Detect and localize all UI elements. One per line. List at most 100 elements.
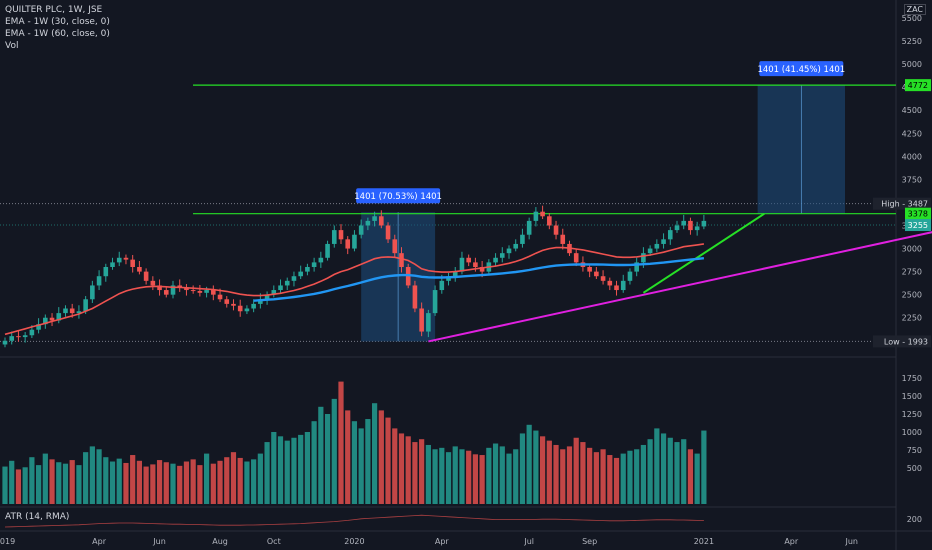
candle-body bbox=[540, 211, 545, 217]
volume-bar bbox=[546, 440, 552, 504]
volume-tick-label: 500 bbox=[907, 464, 922, 473]
measure-badge bbox=[759, 61, 844, 77]
candle-body bbox=[432, 290, 438, 314]
candle-body bbox=[237, 305, 243, 312]
candle-body bbox=[399, 253, 404, 267]
volume-bar bbox=[593, 452, 599, 504]
volume-tick-label: 1500 bbox=[902, 392, 922, 401]
candle-body bbox=[681, 220, 687, 226]
price-tick-label: 3000 bbox=[902, 245, 922, 254]
symbol-title: QUILTER PLC, 1W, JSE bbox=[5, 5, 103, 15]
ema30-legend: EMA - 1W (30, close, 0) bbox=[5, 17, 110, 27]
time-tick-label: 2019 bbox=[0, 537, 15, 546]
candle-body bbox=[439, 280, 445, 291]
candle-body bbox=[22, 335, 28, 338]
volume-bar bbox=[640, 444, 646, 504]
volume-bar bbox=[190, 459, 196, 504]
rising-trend-line bbox=[642, 212, 765, 294]
candle-body bbox=[325, 243, 330, 258]
time-tick-label: Aug bbox=[212, 537, 228, 546]
candle-body bbox=[137, 267, 142, 272]
candle-body bbox=[291, 276, 297, 281]
volume-bar bbox=[472, 454, 478, 504]
candle-body bbox=[278, 285, 283, 291]
volume-bar bbox=[566, 446, 573, 504]
volume-bar bbox=[654, 428, 660, 504]
candle-body bbox=[594, 271, 599, 277]
candle-body bbox=[163, 290, 169, 295]
volume-bar bbox=[540, 436, 546, 504]
volume-bar bbox=[459, 449, 465, 504]
candle-body bbox=[96, 276, 102, 286]
volume-bar bbox=[304, 432, 310, 504]
volume-bar bbox=[257, 453, 263, 504]
candle-body bbox=[372, 216, 377, 221]
volume-bar bbox=[204, 453, 210, 504]
candle-body bbox=[311, 262, 317, 267]
candle-body bbox=[412, 285, 418, 309]
candle-body bbox=[190, 290, 196, 292]
support-trend-line bbox=[428, 231, 932, 343]
candle-body bbox=[419, 308, 424, 332]
volume-bar bbox=[573, 437, 579, 504]
candle-body bbox=[217, 294, 223, 300]
candle-body bbox=[204, 290, 209, 293]
volume-bar bbox=[318, 406, 324, 504]
candle-body bbox=[560, 234, 566, 244]
measure-badge bbox=[356, 188, 441, 204]
volume-bar bbox=[398, 433, 405, 504]
target-price-tag bbox=[905, 79, 931, 92]
volume-bar bbox=[674, 442, 680, 504]
volume-bar bbox=[210, 463, 216, 504]
candle-body bbox=[43, 317, 48, 325]
volume-bar bbox=[506, 453, 512, 504]
volume-bar bbox=[264, 442, 270, 504]
candle-body bbox=[385, 225, 391, 240]
volume-bar bbox=[271, 432, 277, 504]
volume-bar bbox=[116, 458, 122, 504]
price-tick-label: 5000 bbox=[902, 60, 922, 69]
volume-bar bbox=[634, 449, 640, 504]
low-price-tag-text: Low - 1993 bbox=[884, 337, 928, 346]
price-tick-label: 2750 bbox=[902, 268, 922, 277]
candle-body bbox=[513, 243, 519, 249]
candle-body bbox=[197, 290, 203, 293]
candle-body bbox=[345, 239, 351, 249]
candle-body bbox=[661, 239, 666, 244]
candle-body bbox=[607, 280, 613, 286]
time-tick-label: Sep bbox=[582, 537, 597, 546]
candle-body bbox=[701, 220, 707, 227]
candle-body bbox=[667, 230, 673, 240]
price-tick-label: 4500 bbox=[902, 106, 922, 115]
volume-bar bbox=[183, 461, 190, 504]
currency-badge[interactable]: ZAC bbox=[903, 4, 926, 15]
candle-body bbox=[29, 329, 35, 336]
resistance-price-tag-text: 3378 bbox=[908, 210, 928, 219]
candle-body bbox=[305, 267, 310, 272]
candle-body bbox=[352, 234, 357, 249]
volume-bar bbox=[103, 457, 109, 504]
target-price-tag-text: 4772 bbox=[908, 81, 928, 90]
candle-body bbox=[2, 340, 8, 345]
candle-body bbox=[573, 253, 579, 263]
candle-body bbox=[298, 271, 303, 277]
candle-body bbox=[63, 308, 68, 314]
candle-body bbox=[493, 257, 498, 263]
price-tick-label: 2500 bbox=[902, 291, 922, 300]
volume-bar bbox=[660, 433, 667, 504]
candle-body bbox=[547, 216, 552, 226]
candle-body bbox=[452, 271, 458, 277]
volume-bar bbox=[452, 446, 458, 504]
candle-body bbox=[231, 303, 236, 306]
volume-bar bbox=[587, 447, 593, 504]
volume-bar bbox=[324, 414, 331, 504]
atr-legend: ATR (14, RMA) bbox=[5, 512, 70, 522]
candle-body bbox=[641, 253, 646, 263]
volume-bar bbox=[620, 453, 626, 504]
volume-bar bbox=[9, 460, 15, 504]
volume-bar bbox=[526, 424, 532, 504]
candle-body bbox=[520, 234, 525, 244]
volume-bar bbox=[251, 459, 257, 504]
candle-body bbox=[9, 336, 15, 341]
